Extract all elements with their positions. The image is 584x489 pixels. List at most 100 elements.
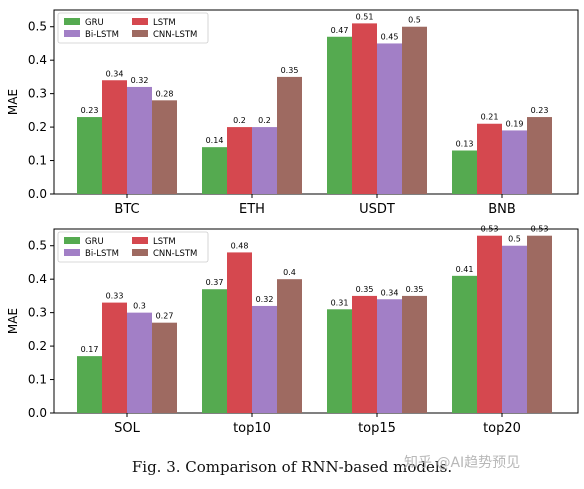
- y-tick-label: 0.0: [28, 406, 47, 420]
- legend-swatch: [64, 18, 80, 25]
- bar-value-label: 0.4: [283, 268, 296, 277]
- watermark: 知乎 @AI趋势预见: [404, 455, 521, 471]
- bar: [277, 76, 302, 194]
- bar-value-label: 0.53: [531, 225, 549, 234]
- bar-value-label: 0.35: [356, 285, 374, 294]
- bar: [102, 80, 127, 194]
- x-tick-label: ETH: [239, 202, 265, 217]
- bar-value-label: 0.28: [156, 89, 174, 98]
- bar-value-label: 0.41: [456, 265, 474, 274]
- bar-value-label: 0.5: [508, 235, 521, 244]
- bar-value-label: 0.48: [231, 241, 249, 250]
- bar: [127, 86, 152, 194]
- bar: [227, 127, 252, 194]
- legend-label: GRU: [85, 237, 104, 247]
- bar: [377, 43, 402, 194]
- figure-caption: Fig. 3. Comparison of RNN-based models.: [131, 458, 453, 476]
- bar-value-label: 0.13: [456, 140, 474, 149]
- bar-value-label: 0.21: [481, 113, 499, 122]
- bar-value-label: 0.34: [106, 69, 124, 78]
- bar-value-label: 0.34: [381, 288, 399, 297]
- legend-swatch: [64, 237, 80, 244]
- legend-swatch: [64, 249, 80, 256]
- legend-label: CNN-LSTM: [153, 30, 197, 40]
- y-axis-label: MAE: [6, 308, 20, 334]
- y-tick-label: 0.4: [28, 272, 47, 286]
- legend-swatch: [132, 249, 148, 256]
- x-tick-label: SOL: [114, 421, 140, 436]
- y-axis-label: MAE: [6, 89, 20, 115]
- y-tick-label: 0.3: [28, 87, 47, 101]
- plot-frame: [53, 9, 579, 195]
- y-tick-label: 0.0: [28, 187, 47, 201]
- bar: [502, 130, 527, 194]
- plot-frame: [53, 228, 579, 414]
- bar: [202, 289, 227, 413]
- bar: [377, 299, 402, 413]
- legend-label: GRU: [85, 18, 104, 28]
- bar-value-label: 0.37: [206, 278, 224, 287]
- legend-swatch: [132, 237, 148, 244]
- bar: [477, 235, 502, 413]
- legend-label: Bi-LSTM: [85, 249, 119, 259]
- bar: [252, 127, 277, 194]
- x-tick-label: USDT: [359, 202, 395, 217]
- bar: [327, 36, 352, 194]
- bar-value-label: 0.47: [331, 26, 349, 35]
- bar-value-label: 0.33: [106, 292, 124, 301]
- bar: [352, 23, 377, 194]
- bar-value-label: 0.19: [506, 119, 524, 128]
- bar: [327, 309, 352, 413]
- x-tick-label: top10: [233, 421, 271, 436]
- bar: [127, 312, 152, 413]
- x-tick-label: top20: [483, 421, 521, 436]
- bar-value-label: 0.17: [81, 345, 99, 354]
- bar-value-label: 0.31: [331, 298, 349, 307]
- legend-label: LSTM: [153, 237, 176, 247]
- bar: [152, 322, 177, 413]
- x-tick-label: top15: [358, 421, 396, 436]
- y-tick-label: 0.5: [28, 239, 47, 253]
- bar-value-label: 0.3: [133, 302, 146, 311]
- bar: [477, 123, 502, 194]
- bar-value-label: 0.14: [206, 136, 224, 145]
- bar-value-label: 0.27: [156, 312, 174, 321]
- bar: [252, 305, 277, 413]
- x-tick-label: BTC: [114, 202, 139, 217]
- legend-box: [57, 12, 209, 44]
- bar: [77, 117, 102, 194]
- bar: [527, 235, 552, 413]
- bar-value-label: 0.35: [281, 66, 299, 75]
- bar: [77, 356, 102, 413]
- y-tick-label: 0.1: [28, 154, 47, 168]
- legend-box: [57, 231, 209, 263]
- bar: [502, 245, 527, 413]
- y-tick-label: 0.3: [28, 306, 47, 320]
- legend-label: LSTM: [153, 18, 176, 28]
- bar-value-label: 0.23: [531, 106, 549, 115]
- bar: [102, 302, 127, 413]
- bar-value-label: 0.2: [233, 116, 246, 125]
- bar-value-label: 0.2: [258, 116, 271, 125]
- bar: [452, 275, 477, 413]
- bar: [527, 117, 552, 194]
- bar-value-label: 0.23: [81, 106, 99, 115]
- legend-label: Bi-LSTM: [85, 30, 119, 40]
- bar-value-label: 0.45: [381, 32, 399, 41]
- y-tick-label: 0.1: [28, 373, 47, 387]
- legend-label: CNN-LSTM: [153, 249, 197, 259]
- bar-value-label: 0.51: [356, 12, 374, 21]
- bar: [277, 279, 302, 413]
- y-tick-label: 0.4: [28, 53, 47, 67]
- y-tick-label: 0.5: [28, 20, 47, 34]
- bar-value-label: 0.32: [131, 76, 149, 85]
- y-tick-label: 0.2: [28, 339, 47, 353]
- y-tick-label: 0.2: [28, 120, 47, 134]
- bar-value-label: 0.32: [256, 295, 274, 304]
- legend-swatch: [132, 18, 148, 25]
- bar-value-label: 0.53: [481, 225, 499, 234]
- bar: [402, 26, 427, 195]
- legend-swatch: [132, 30, 148, 37]
- bar: [402, 295, 427, 413]
